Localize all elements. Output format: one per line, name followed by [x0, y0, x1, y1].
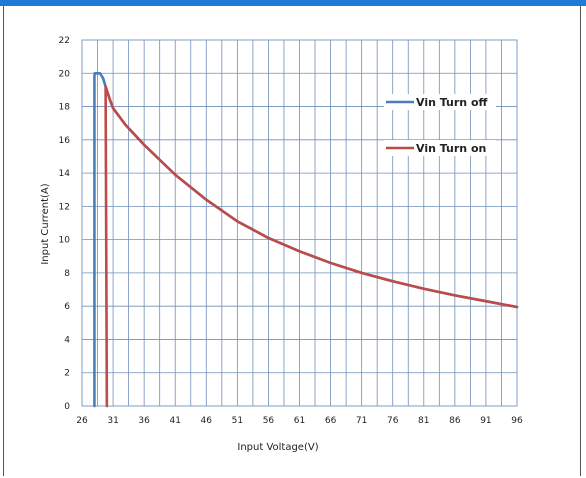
y-tick-label: 6: [64, 302, 70, 312]
x-tick-label: 56: [263, 416, 275, 426]
legend-label: Vin Turn on: [416, 142, 486, 155]
x-tick-label: 36: [138, 416, 150, 426]
x-tick-label: 51: [232, 416, 243, 426]
x-tick-label: 71: [356, 416, 367, 426]
tick-labels: 26 31 36 41 46 51 56 61 66 71 76 81 86 91 960246810121…: [59, 36, 523, 426]
x-tick-label: 86: [449, 416, 461, 426]
x-tick-label: 41: [169, 416, 180, 426]
x-tick-label: 96: [511, 416, 523, 426]
y-tick-label: 2: [64, 369, 70, 379]
x-tick-label: 61: [294, 416, 305, 426]
y-tick-label: 14: [59, 169, 71, 179]
y-tick-label: 0: [64, 402, 70, 412]
x-tick-label: 81: [418, 416, 429, 426]
legend: Vin Turn off Vin Turn on: [384, 94, 496, 156]
legend-background: [384, 140, 496, 156]
y-axis-label: Input Current(A): [40, 183, 51, 264]
legend-label: Vin Turn off: [416, 96, 488, 109]
legend-background: [384, 94, 496, 110]
series-layer: [93, 71, 519, 408]
series-line-vin-turn-on: [104, 85, 519, 408]
x-tick-label: 26: [76, 416, 88, 426]
grid: [81, 39, 518, 407]
y-tick-label: 12: [59, 202, 70, 212]
x-tick-label: 91: [480, 416, 491, 426]
x-tick-label: 66: [325, 416, 337, 426]
y-tick-label: 22: [59, 36, 70, 46]
y-tick-label: 4: [64, 335, 70, 345]
y-tick-label: 10: [59, 236, 71, 246]
y-tick-label: 8: [64, 269, 70, 279]
y-tick-label: 16: [59, 136, 71, 146]
x-tick-label: 46: [201, 416, 213, 426]
y-tick-label: 20: [59, 69, 71, 79]
chart-frame: [3, 6, 581, 476]
x-tick-label: 31: [107, 416, 118, 426]
x-axis-label: Input Voltage(V): [237, 442, 318, 453]
x-tick-label: 76: [387, 416, 399, 426]
y-tick-label: 18: [59, 103, 71, 113]
plot-border: [81, 39, 518, 407]
top-accent-bar: [0, 0, 586, 6]
